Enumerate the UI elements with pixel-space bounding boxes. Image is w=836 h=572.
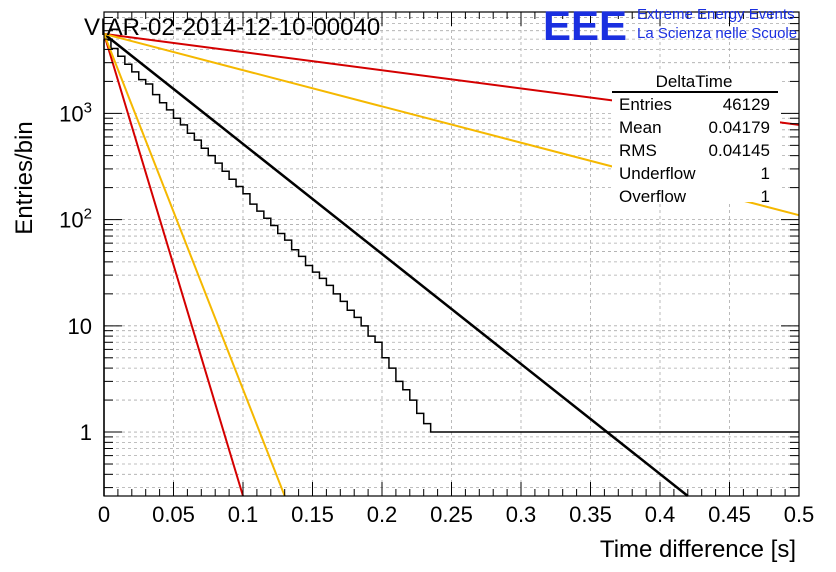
y-tick-label: 10 (68, 314, 92, 339)
x-tick-label: 0.45 (708, 502, 751, 527)
histogram (103, 39, 799, 496)
y-axis-label: Entries/bin (11, 121, 38, 234)
x-ticks: 0 0.05 0.1 0.15 0.2 0.25 0.3 0.35 0.4 0.45 0.5 (98, 12, 814, 527)
stats-value: 46129 (723, 95, 770, 114)
grid (104, 11, 799, 496)
stats-value: 1 (761, 164, 770, 183)
y-ticks: 1 10 102 103 (59, 11, 799, 489)
x-axis-label: Time difference [s] (600, 536, 796, 563)
logo-line-2: La Scienza nelle Scuole (637, 25, 797, 42)
stats-title: DeltaTime (656, 72, 733, 91)
stats-label: Underflow (619, 164, 696, 183)
stats-label: RMS (619, 141, 657, 160)
stats-value: 1 (761, 187, 770, 206)
y-tick-label: 1 (80, 420, 92, 445)
chart-title: VIAR-02-2014-12-10-00040 (84, 14, 380, 41)
series-line-fit (103, 32, 689, 497)
x-tick-label: 0.4 (645, 502, 676, 527)
x-tick-label: 0.15 (291, 502, 334, 527)
x-tick-label: 0.35 (569, 502, 612, 527)
y-tick-label: 102 (59, 206, 92, 233)
x-tick-label: 0.5 (784, 502, 815, 527)
logo-line-1: Extreme Energy Events (637, 6, 795, 23)
stats-value: 0.04179 (709, 118, 770, 137)
x-tick-label: 0.05 (152, 502, 195, 527)
stats-box: DeltaTime Entries 46129 Mean 0.04179 RMS… (612, 72, 780, 206)
x-tick-label: 0.3 (506, 502, 537, 527)
x-tick-label: 0.2 (367, 502, 398, 527)
x-tick-label: 0.1 (228, 502, 259, 527)
stats-label: Entries (619, 95, 672, 114)
y-tick-label: 103 (59, 99, 92, 126)
eee-logo: EEE (543, 2, 627, 49)
stats-value: 0.04145 (709, 141, 770, 160)
series-line-orange (103, 33, 286, 497)
stats-label: Overflow (619, 187, 687, 206)
stats-box-background (612, 72, 780, 202)
stats-label: Mean (619, 118, 662, 137)
x-tick-label: 0 (98, 502, 110, 527)
histogram-steps (103, 39, 799, 496)
x-tick-label: 0.25 (430, 502, 473, 527)
series-line-red (103, 33, 244, 497)
